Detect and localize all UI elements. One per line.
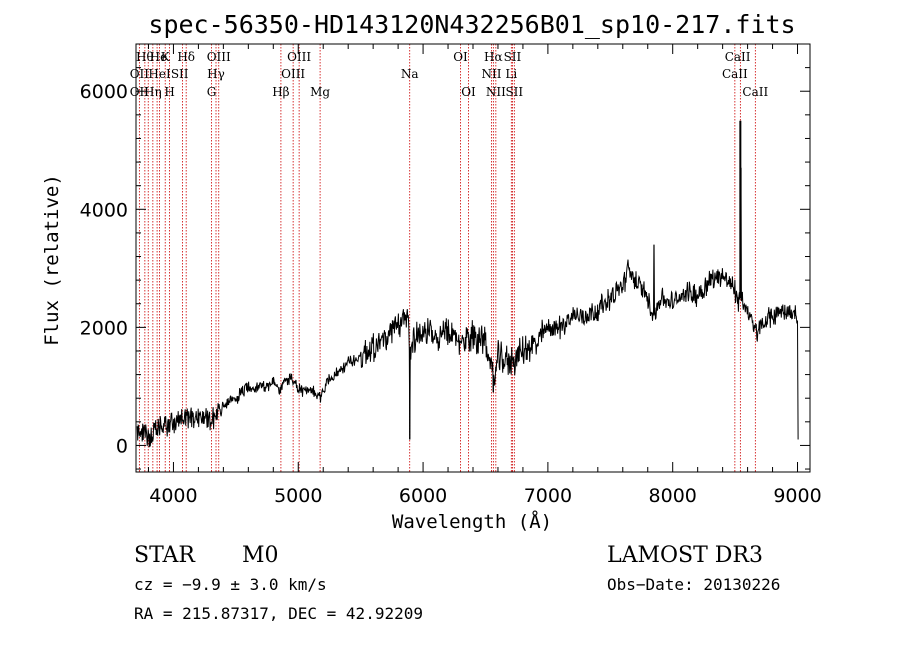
spectral-line-label: OII — [130, 85, 150, 99]
spectral-line-label: OIII — [287, 50, 311, 64]
x-tick-label: 6000 — [399, 485, 447, 507]
spectral-line-label: OI — [453, 50, 468, 64]
spectral-line-label: SII — [171, 67, 189, 81]
spectral-line-label: Hβ — [272, 85, 289, 99]
spectral-line-label: Hθ — [136, 50, 154, 64]
spectral-line-label: CaII — [742, 85, 768, 99]
y-tick-label: 6000 — [80, 81, 128, 103]
spectral-line-label: K — [161, 50, 171, 64]
spectral-line-label: Hδ — [177, 50, 195, 64]
spectral-line-label: H — [164, 85, 174, 99]
spectral-line-label: Li — [505, 67, 517, 81]
spectral-line-label: OIII — [207, 50, 231, 64]
x-tick-label: 4000 — [149, 485, 197, 507]
spectral-line-label: CaII — [722, 67, 748, 81]
y-tick-label: 4000 — [80, 199, 128, 221]
spectrum-features — [409, 120, 742, 440]
chart-title: spec-56350-HD143120N432256B01_sp10-217.f… — [148, 10, 795, 39]
object-subclass: M0 — [242, 543, 279, 568]
spectral-line-label: NII — [486, 85, 506, 99]
spectral-line-label: NII — [481, 67, 501, 81]
spectral-line-label: CaII — [725, 50, 751, 64]
survey-release: LAMOST DR3 — [607, 543, 763, 568]
x-axis-label: Wavelength (Å) — [392, 510, 552, 533]
spectral-line-label: Na — [401, 67, 419, 81]
spectral-line-label: He — [150, 50, 168, 64]
x-tick-label: 5000 — [274, 485, 322, 507]
spectral-line-label: OIII — [281, 67, 305, 81]
x-tick-label: 8000 — [649, 485, 697, 507]
y-axis-label: Flux (relative) — [41, 174, 63, 346]
spectral-line-label: Mg — [310, 85, 330, 99]
observation-date: Obs−Date: 20130226 — [607, 575, 780, 594]
spectral-line-markers — [138, 44, 756, 472]
y-axis: 0 2000 4000 6000 — [80, 43, 810, 470]
spectrum-series — [136, 167, 799, 448]
spectral-line-label: SII — [505, 85, 523, 99]
x-tick-label: 9000 — [773, 485, 821, 507]
x-axis: 4000 5000 6000 7000 8000 9000 — [147, 44, 822, 507]
plot-frame — [135, 43, 811, 473]
y-tick-label: 2000 — [80, 317, 128, 339]
spectral-line-label: SII — [504, 50, 522, 64]
spectral-line-label: Hη — [144, 85, 162, 99]
x-tick-label: 7000 — [524, 485, 572, 507]
spectral-line-label: OI — [461, 85, 476, 99]
spectral-line-label: OII — [130, 67, 150, 81]
spectral-line-label: Hα — [484, 50, 503, 64]
coordinates: RA = 215.87317, DEC = 42.92209 — [134, 604, 423, 623]
spectral-line-label: Hγ — [207, 67, 225, 81]
object-class: STAR — [134, 543, 196, 568]
spectral-line-label: HeI — [148, 67, 171, 81]
spectral-line-label: G — [207, 85, 217, 99]
y-tick-label: 0 — [116, 435, 128, 457]
redshift-velocity: cz = −9.9 ± 3.0 km/s — [134, 575, 327, 594]
